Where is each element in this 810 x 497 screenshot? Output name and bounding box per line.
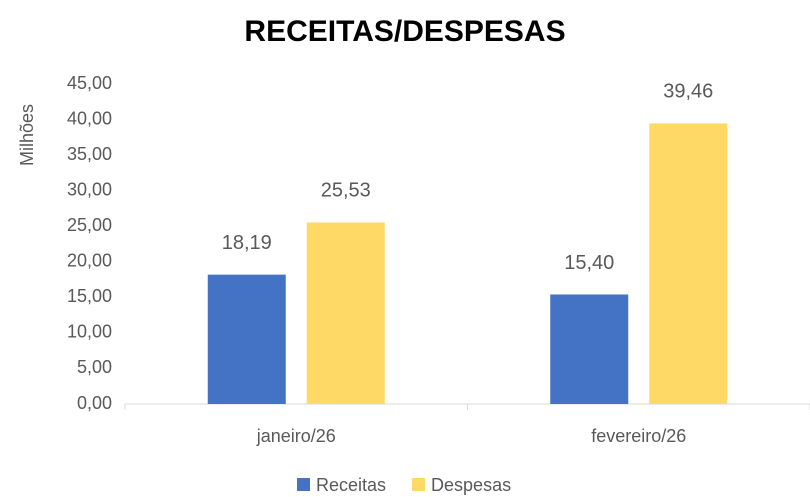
y-tick-label: 0,00 [77, 393, 112, 413]
data-label: 15,40 [564, 252, 614, 274]
x-tick-label: janeiro/26 [256, 426, 336, 446]
data-label: 39,46 [663, 81, 713, 103]
data-label: 18,19 [222, 232, 272, 254]
chart-title: RECEITAS/DESPESAS [244, 15, 565, 48]
legend-label: Despesas [431, 475, 511, 495]
y-tick-label: 25,00 [67, 215, 112, 235]
y-tick-label: 5,00 [77, 357, 112, 377]
bar [306, 222, 385, 404]
y-tick-label: 10,00 [67, 322, 112, 342]
y-tick-label: 15,00 [67, 286, 112, 306]
y-tick-label: 40,00 [67, 108, 112, 128]
bar [207, 274, 286, 404]
legend-swatch [412, 478, 426, 491]
legend-label: Receitas [316, 475, 386, 495]
bar [649, 123, 728, 404]
x-tick-label: fevereiro/26 [591, 426, 686, 446]
y-tick-label: 45,00 [67, 73, 112, 93]
y-tick-label: 20,00 [67, 251, 112, 271]
y-tick-label: 35,00 [67, 144, 112, 164]
legend-swatch [297, 478, 310, 491]
y-axis-label: Milhões [17, 104, 37, 166]
data-label: 25,53 [321, 180, 371, 202]
y-tick-label: 30,00 [67, 179, 112, 199]
bar [550, 294, 629, 404]
